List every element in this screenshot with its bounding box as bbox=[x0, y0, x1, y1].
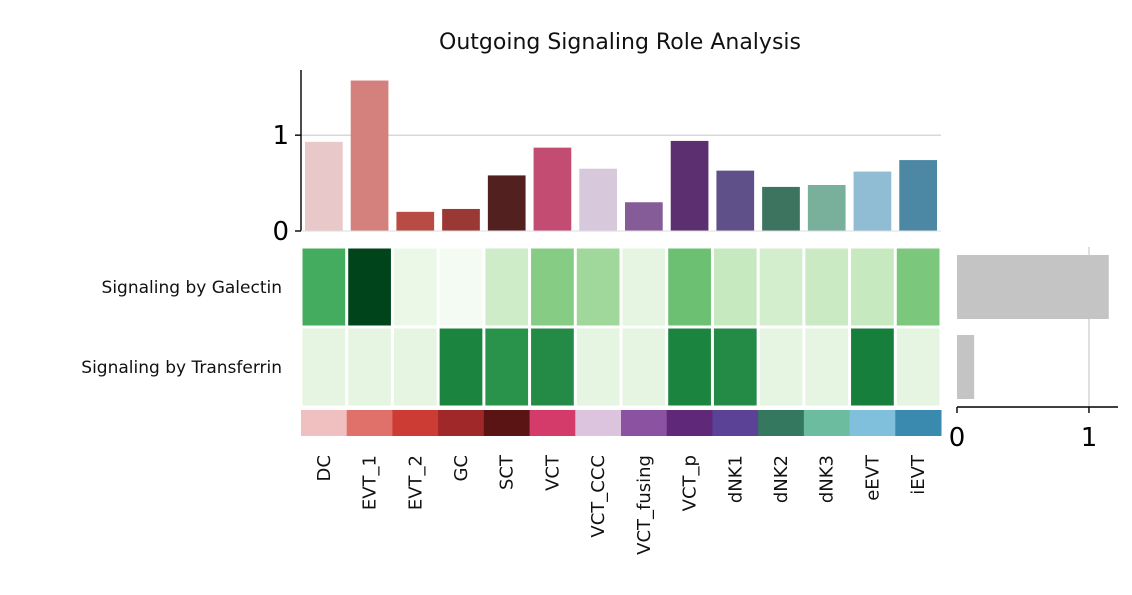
side-bar-1 bbox=[957, 255, 1109, 319]
top-bar-VCT_p bbox=[670, 140, 709, 231]
heatmap bbox=[302, 248, 940, 406]
color-strip-iEVT bbox=[895, 410, 942, 436]
color-strip-dNK2 bbox=[758, 410, 805, 436]
column-label: dNK3 bbox=[817, 455, 838, 503]
heatmap-cell-DC bbox=[302, 248, 346, 326]
top-bar-dNK2 bbox=[762, 186, 800, 231]
top-bar-DC bbox=[305, 141, 343, 231]
heatmap-cell-EVT_2 bbox=[393, 248, 437, 326]
heatmap-cell-dNK2 bbox=[759, 248, 803, 326]
side-x-tick-label: 1 bbox=[1081, 423, 1098, 453]
heatmap-cell-eEVT bbox=[851, 328, 894, 406]
heatmap-cell-VCT bbox=[531, 248, 574, 326]
heatmap-cell-GC bbox=[439, 248, 483, 326]
chart-title: Outgoing Signaling Role Analysis bbox=[439, 30, 801, 55]
heatmap-cell-dNK3 bbox=[805, 248, 849, 326]
row-labels: Signaling by Galectin Signaling by Transf… bbox=[81, 278, 282, 378]
heatmap-cell-DC bbox=[302, 328, 346, 406]
heatmap-cell-dNK2 bbox=[759, 328, 803, 406]
heatmap-cell-EVT_1 bbox=[348, 328, 391, 406]
column-label: dNK2 bbox=[771, 455, 792, 503]
top-bar-EVT_2 bbox=[396, 211, 435, 231]
column-label: VCT_fusing bbox=[634, 455, 655, 555]
side-x-tick-label: 0 bbox=[949, 423, 966, 453]
heatmap-cell-VCT_fusing bbox=[622, 248, 666, 326]
top-bar-VCT bbox=[533, 147, 572, 231]
heatmap-cell-GC bbox=[439, 328, 483, 406]
row-label: Signaling by Transferrin bbox=[81, 358, 282, 378]
color-strip-dNK3 bbox=[803, 410, 851, 436]
top-y-tick-label: 0 bbox=[272, 217, 289, 247]
column-label: VCT_p bbox=[680, 455, 701, 511]
column-label: DC bbox=[314, 455, 335, 481]
top-bar-SCT bbox=[487, 175, 526, 231]
top-bar-GC bbox=[442, 208, 480, 231]
column-label: iEVT bbox=[908, 454, 929, 495]
column-label: VCT_CCC bbox=[588, 455, 609, 538]
heatmap-cell-dNK3 bbox=[805, 328, 849, 406]
top-bar-VCT_fusing bbox=[625, 202, 663, 231]
color-strip-EVT_2 bbox=[392, 410, 439, 436]
heatmap-cell-eEVT bbox=[851, 248, 894, 326]
color-strip-GC bbox=[438, 410, 485, 436]
cell-type-color-strip bbox=[301, 410, 942, 436]
top-bar-EVT_1 bbox=[350, 80, 389, 232]
color-strip-SCT bbox=[483, 410, 531, 436]
heatmap-cell-VCT bbox=[531, 328, 574, 406]
column-label: GC bbox=[451, 455, 472, 482]
color-strip-dNK1 bbox=[712, 410, 759, 436]
heatmap-cell-dNK1 bbox=[713, 248, 757, 326]
color-strip-eEVT bbox=[849, 410, 896, 436]
color-strip-VCT_fusing bbox=[621, 410, 668, 436]
top-y-tick-label: 1 bbox=[272, 121, 289, 151]
top-bar-eEVT bbox=[853, 171, 892, 231]
heatmap-cell-SCT bbox=[485, 328, 529, 406]
column-label: eEVT bbox=[862, 454, 883, 501]
top-bar-dNK3 bbox=[807, 185, 846, 231]
column-label: dNK1 bbox=[725, 455, 746, 503]
row-label: Signaling by Galectin bbox=[102, 278, 282, 298]
top-bar-VCT_CCC bbox=[579, 168, 617, 231]
color-strip-DC bbox=[301, 410, 348, 436]
side-bar-2 bbox=[957, 335, 975, 399]
color-strip-EVT_1 bbox=[346, 410, 393, 436]
column-label: EVT_2 bbox=[405, 455, 426, 510]
column-labels: DC EVT_1 EVT_2 GC SCT VCT VCT_CCC VCT_fusing VCT… bbox=[314, 454, 929, 555]
column-label: VCT bbox=[542, 454, 563, 491]
top-bar-chart: 01 bbox=[272, 70, 941, 247]
top-bar-iEVT bbox=[899, 160, 937, 231]
heatmap-cell-SCT bbox=[485, 248, 529, 326]
heatmap-cell-VCT_p bbox=[668, 248, 711, 326]
heatmap-cell-EVT_1 bbox=[348, 248, 391, 326]
heatmap-cell-VCT_p bbox=[668, 328, 711, 406]
heatmap-cell-VCT_fusing bbox=[622, 328, 666, 406]
heatmap-cell-iEVT bbox=[896, 248, 940, 326]
column-label: SCT bbox=[497, 454, 518, 490]
top-bar-dNK1 bbox=[716, 170, 755, 231]
heatmap-cell-VCT_CCC bbox=[576, 248, 620, 326]
heatmap-cell-iEVT bbox=[896, 328, 940, 406]
heatmap-cell-dNK1 bbox=[713, 328, 757, 406]
color-strip-VCT_p bbox=[666, 410, 713, 436]
color-strip-VCT bbox=[529, 410, 576, 436]
heatmap-cell-EVT_2 bbox=[393, 328, 437, 406]
heatmap-cell-VCT_CCC bbox=[576, 328, 620, 406]
color-strip-VCT_CCC bbox=[575, 410, 622, 436]
column-label: EVT_1 bbox=[360, 455, 381, 510]
